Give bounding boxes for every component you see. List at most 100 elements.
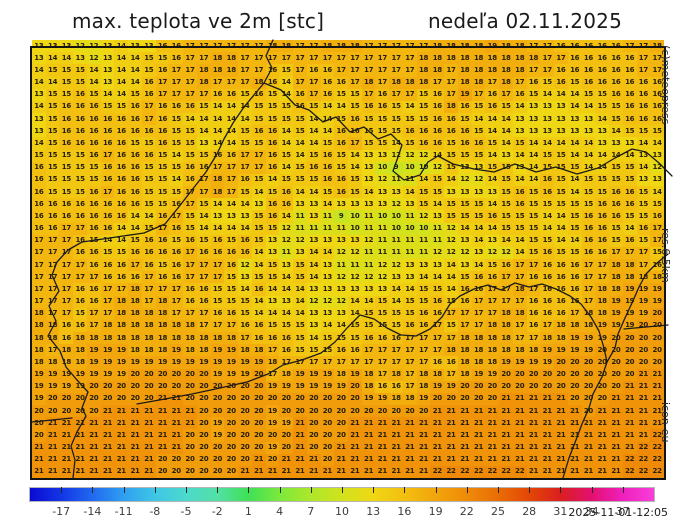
grid-cell: 16 bbox=[444, 356, 458, 369]
grid-cell: 19 bbox=[32, 380, 46, 393]
grid-cell: 20 bbox=[444, 392, 458, 405]
grid-cell: 21 bbox=[526, 417, 541, 430]
grid-cell: 19 bbox=[567, 344, 582, 357]
grid-cell: 21 bbox=[389, 441, 403, 454]
grid-cell: 16 bbox=[347, 113, 362, 126]
grid-cell: 21 bbox=[430, 417, 445, 430]
grid-cell: 13 bbox=[347, 234, 362, 247]
grid-cell: 20 bbox=[430, 392, 445, 405]
grid-cell: 21 bbox=[86, 417, 101, 430]
grid-cell: 15 bbox=[457, 149, 472, 162]
grid-cell: 21 bbox=[169, 417, 184, 430]
grid-cell: 14 bbox=[265, 283, 280, 296]
colorbar-tick bbox=[217, 487, 219, 493]
grid-cell: 21 bbox=[293, 453, 307, 466]
grid-cell: 16 bbox=[128, 173, 142, 186]
grid-cell: 14 bbox=[320, 319, 335, 332]
grid-cell: 19 bbox=[581, 332, 596, 345]
grid-cell: 16 bbox=[650, 76, 664, 89]
grid-cell: 14 bbox=[196, 210, 211, 223]
grid-cell: 15 bbox=[471, 100, 486, 113]
grid-cell: 10 bbox=[375, 210, 390, 223]
grid-cell: 15 bbox=[375, 137, 390, 150]
grid-cell: 18 bbox=[416, 64, 431, 77]
grid-cell: 15 bbox=[128, 234, 142, 247]
grid-cell: 16 bbox=[86, 198, 101, 211]
grid-cell: 14 bbox=[430, 271, 445, 284]
grid-cell: 15 bbox=[512, 137, 527, 150]
grid-cell: 14 bbox=[238, 283, 252, 296]
grid-cell: 21 bbox=[650, 380, 664, 393]
grid-cell: 17 bbox=[155, 88, 170, 101]
colorbar-tick bbox=[154, 487, 156, 493]
grid-cell: 13 bbox=[334, 198, 348, 211]
grid-cell: 13 bbox=[554, 125, 568, 138]
grid-cell: 11 bbox=[416, 234, 431, 247]
grid-cell: 15 bbox=[347, 100, 362, 113]
grid-cell: 13 bbox=[238, 271, 252, 284]
grid-cell: 14 bbox=[361, 186, 376, 199]
grid-cell: 16 bbox=[595, 210, 610, 223]
grid-cell: 22 bbox=[622, 465, 637, 478]
grid-cell: 16 bbox=[238, 319, 252, 332]
grid-cell: 16 bbox=[86, 149, 101, 162]
grid-cell: 18 bbox=[457, 52, 472, 65]
grid-cell: 17 bbox=[114, 283, 129, 296]
grid-cell: 21 bbox=[361, 417, 376, 430]
grid-cell: 16 bbox=[128, 161, 142, 174]
grid-cell: 21 bbox=[650, 368, 664, 381]
grid-cell: 16 bbox=[293, 88, 307, 101]
grid-cell: 14 bbox=[183, 113, 197, 126]
grid-cell: 13 bbox=[595, 137, 610, 150]
grid-cell: 19 bbox=[636, 295, 651, 308]
grid-cell: 14 bbox=[609, 125, 623, 138]
grid-cell: 21 bbox=[347, 465, 362, 478]
grid-cell: 16 bbox=[45, 222, 60, 235]
grid-cell: 16 bbox=[265, 210, 280, 223]
grid-cell: 12 bbox=[402, 149, 417, 162]
grid-cell: 20 bbox=[512, 380, 527, 393]
grid-cell: 16 bbox=[622, 100, 637, 113]
grid-cell: 14 bbox=[636, 161, 651, 174]
grid-cell: 20 bbox=[155, 453, 170, 466]
grid-cell: 16 bbox=[155, 64, 170, 77]
grid-cell: 18 bbox=[361, 76, 376, 89]
grid-cell: 21 bbox=[485, 441, 500, 454]
grid-cell: 14 bbox=[320, 198, 335, 211]
grid-cell: 18 bbox=[86, 332, 101, 345]
grid-cell: 16 bbox=[128, 186, 142, 199]
grid-cell: 16 bbox=[320, 161, 335, 174]
grid-cell: 15 bbox=[306, 344, 321, 357]
grid-cell: 20 bbox=[155, 368, 170, 381]
grid-cell: 20 bbox=[622, 344, 637, 357]
grid-cell: 16 bbox=[128, 246, 142, 259]
grid-cell: 12 bbox=[334, 271, 348, 284]
colorbar-tick-label: 31 bbox=[553, 505, 568, 518]
grid-cell: 21 bbox=[430, 429, 445, 442]
grid-cell: 15 bbox=[334, 161, 348, 174]
grid-cell: 14 bbox=[540, 137, 555, 150]
grid-cell: 21 bbox=[114, 441, 129, 454]
grid-cell: 15 bbox=[375, 307, 390, 320]
grid-cell: 16 bbox=[457, 137, 472, 150]
grid-cell: 17 bbox=[238, 149, 252, 162]
grid-cell: 20 bbox=[389, 405, 403, 418]
grid-cell: 16 bbox=[389, 332, 403, 345]
grid-cell: 21 bbox=[567, 465, 582, 478]
grid-cell: 16 bbox=[306, 161, 321, 174]
grid-cell: 11 bbox=[293, 222, 307, 235]
grid-cell: 14 bbox=[444, 283, 458, 296]
grid-cell: 17 bbox=[650, 52, 664, 65]
grid-cell: 21 bbox=[636, 417, 651, 430]
grid-cell: 20 bbox=[251, 392, 266, 405]
grid-cell: 21 bbox=[251, 465, 266, 478]
grid-cell: 16 bbox=[86, 259, 101, 272]
grid-cell: 16 bbox=[169, 271, 184, 284]
grid-cell: 17 bbox=[224, 319, 239, 332]
grid-cell: 16 bbox=[114, 271, 129, 284]
grid-cell: 17 bbox=[581, 259, 596, 272]
grid-cell: 16 bbox=[155, 125, 170, 138]
grid-cell: 17 bbox=[361, 52, 376, 65]
grid-cell: 20 bbox=[622, 368, 637, 381]
grid-cell: 15 bbox=[526, 210, 541, 223]
